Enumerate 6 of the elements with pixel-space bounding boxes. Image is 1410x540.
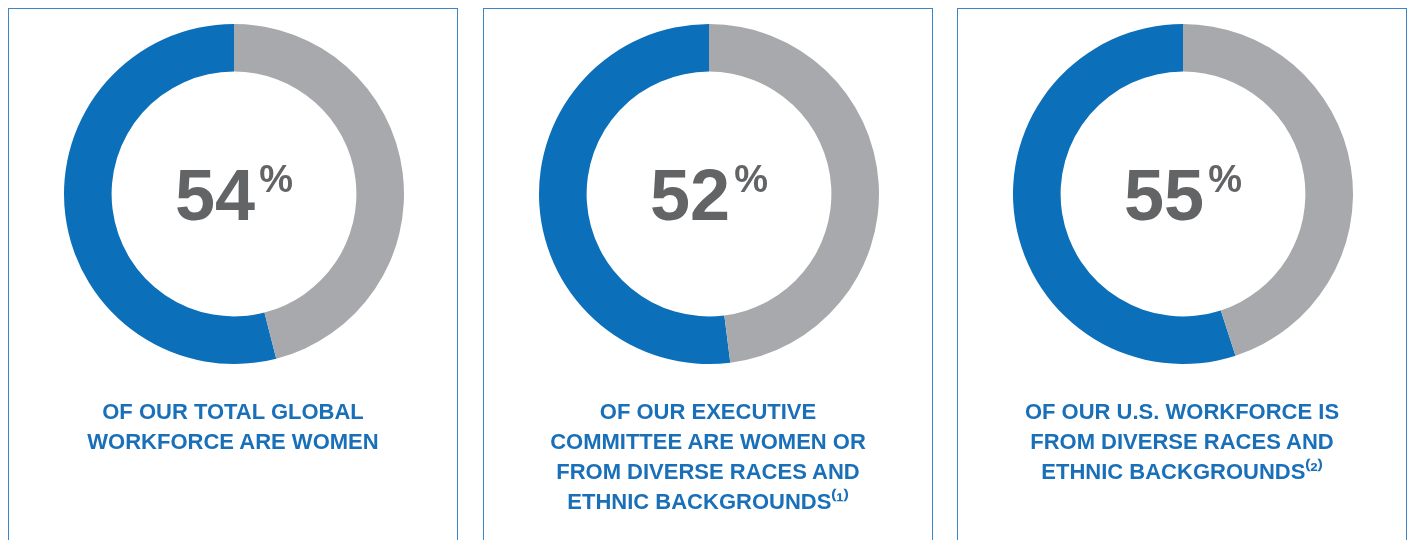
data-label: 52% — [650, 155, 768, 235]
data-label: 54% — [175, 155, 293, 235]
text: OF OUR EXECUTIVE COMMITTEE ARE WOMEN OR FROM DIVERSE RACES AND ETHNIC BACKGROUNDS⁽¹⁾ — [549, 398, 867, 516]
text: OF OUR TOTAL GLOBAL WORKFORCE ARE WOMEN — [86, 398, 380, 456]
text: OF OUR U.S. WORKFORCE IS FROM DIVERSE RACES AND ETHNIC BACKGROUNDS⁽²⁾ — [1023, 398, 1341, 486]
data-label: 55% — [1124, 155, 1242, 235]
